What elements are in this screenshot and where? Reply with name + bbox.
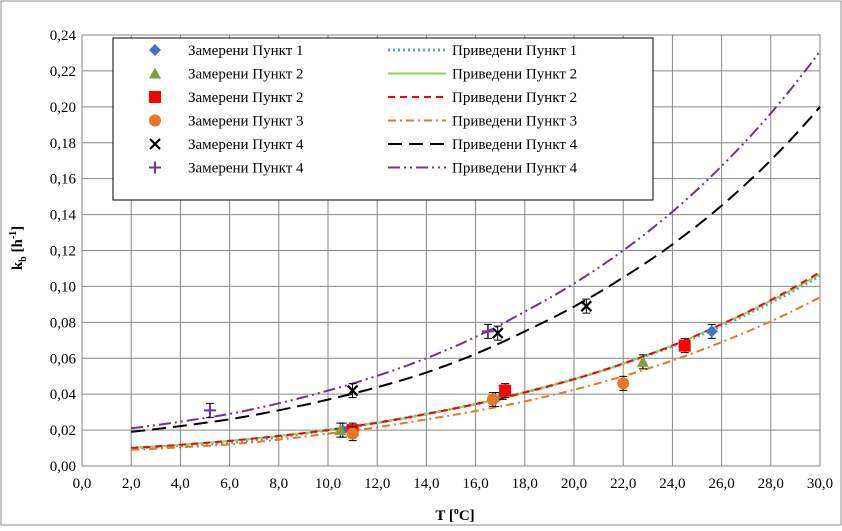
fitted-line-1	[131, 274, 821, 450]
legend-label: Приведени Пункт 4	[452, 137, 578, 153]
legend-marker-1	[149, 44, 161, 56]
fitted-line-4	[131, 296, 821, 451]
fitted-curves	[131, 50, 821, 451]
x-tick-label: 16,0	[462, 476, 488, 492]
legend-label: Приведени Пункт 2	[452, 67, 577, 83]
y-tick-labels: 0,00 0,02 0,04 0,06 0,08 0,10 0,12 0,14 0,16 0,18…	[50, 28, 77, 475]
measured-point-6-2	[481, 325, 494, 338]
legend-label: Замерени Пункт 4	[188, 161, 304, 177]
legend-marker-4	[149, 114, 161, 127]
legend-label: Замерени Пункт 4	[188, 137, 304, 153]
measured-point-3-3	[678, 339, 691, 352]
x-tick-label: 2,0	[122, 476, 141, 492]
x-tick-label: 0,0	[73, 476, 92, 492]
y-tick-label: 0,18	[50, 136, 76, 152]
y-tick-label: 0,22	[50, 64, 76, 80]
legend-label: Замерени Пункт 3	[188, 114, 304, 130]
legend-box	[112, 37, 654, 201]
y-tick-label: 0,12	[50, 244, 76, 260]
y-tick-label: 0,16	[50, 172, 77, 188]
measured-point-5-2	[491, 327, 504, 339]
plot-area	[81, 34, 821, 467]
measured-point-2-3	[636, 355, 649, 367]
legend-label: Приведени Пункт 1	[452, 43, 577, 59]
fitted-line-6	[131, 50, 821, 430]
legend-label: Приведени Пункт 2	[452, 90, 577, 106]
legend-marker-5	[149, 138, 161, 150]
legend-label: Замерени Пункт 2	[188, 90, 304, 106]
measured-markers	[203, 298, 718, 442]
x-tick-label: 28,0	[758, 476, 784, 492]
y-tick-label: 0,08	[50, 315, 76, 331]
x-tick-label: 8,0	[269, 476, 288, 492]
x-tick-label: 18,0	[512, 476, 538, 492]
legend-label: Приведени Пункт 3	[452, 114, 577, 130]
legend-marker-3	[149, 91, 161, 103]
measured-point-4-1	[346, 427, 359, 440]
legend-label: Приведени Пункт 4	[452, 161, 578, 177]
legend-marker-2	[149, 67, 161, 79]
measured-point-1-3	[705, 325, 718, 338]
measured-point-5-3	[580, 300, 593, 312]
x-tick-label: 6,0	[220, 476, 239, 492]
x-tick-label: 4,0	[171, 476, 190, 492]
legend: Замерени Пункт 1 Замерени Пункт 2 Замерени…	[112, 37, 654, 201]
legend-label: Замерени Пункт 1	[188, 43, 304, 59]
y-tick-label: 0,24	[50, 28, 77, 44]
y-tick-label: 0,00	[50, 459, 76, 475]
x-tick-label: 22,0	[610, 476, 636, 492]
y-tick-label: 0,14	[50, 208, 77, 224]
y-tick-label: 0,20	[50, 100, 76, 116]
x-tick-label: 10,0	[315, 476, 341, 492]
x-tick-labels: 0,0 2,0 4,0 6,0 8,0 10,0 12,0 14,0 16,0 18,0 20,0 2…	[73, 476, 834, 492]
x-axis-title: T [oC]	[435, 506, 474, 524]
measured-point-3-2	[499, 384, 512, 397]
measured-point-4-2	[486, 393, 499, 406]
y-tick-label: 0,02	[50, 423, 76, 439]
x-tick-label: 26,0	[708, 476, 734, 492]
legend-label: Замерени Пункт 2	[188, 67, 304, 83]
x-tick-label: 14,0	[413, 476, 439, 492]
x-tick-label: 30,0	[807, 476, 833, 492]
y-tick-label: 0,04	[50, 387, 77, 403]
y-axis-title: kb [h-1]	[8, 226, 29, 270]
measured-point-6-1	[203, 404, 216, 417]
y-tick-label: 0,10	[50, 279, 76, 295]
fitted-line-5	[131, 106, 821, 433]
x-tick-label: 12,0	[364, 476, 390, 492]
x-tick-label: 24,0	[659, 476, 685, 492]
fitted-line-3	[131, 271, 821, 449]
x-tick-label: 20,0	[561, 476, 587, 492]
measured-point-5-1	[346, 384, 359, 397]
legend-marker-6	[149, 161, 161, 174]
measured-point-4-3	[617, 377, 630, 390]
y-tick-label: 0,06	[50, 351, 77, 367]
measured-point-2-1	[334, 424, 347, 436]
